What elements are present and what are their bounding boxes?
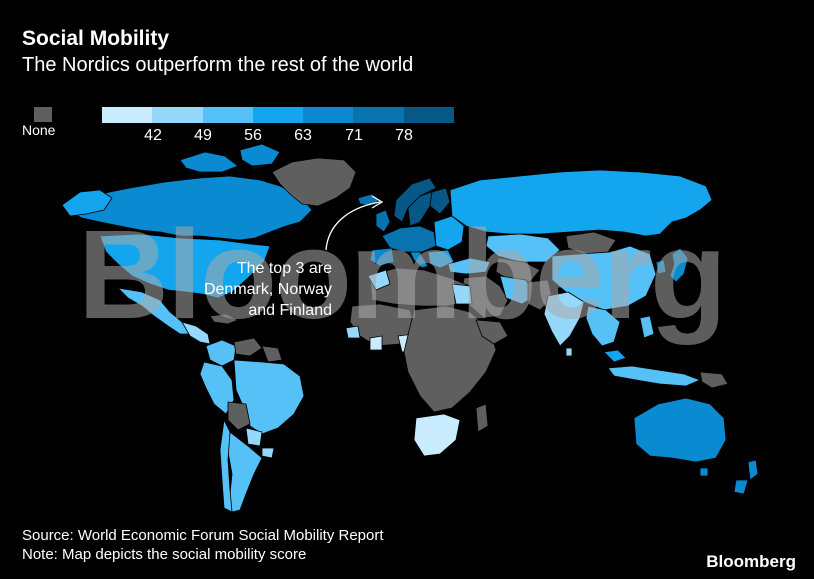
- region-russia: [449, 169, 713, 237]
- legend-segment-4: [252, 107, 304, 123]
- region-argentina: [227, 431, 263, 513]
- region-greenland: [271, 157, 357, 207]
- region-south-africa: [413, 413, 461, 457]
- legend-segment-5: [303, 107, 354, 123]
- region-australia: [633, 397, 727, 463]
- legend-tick: 49: [194, 127, 212, 144]
- legend-tick: 71: [345, 127, 363, 144]
- region-madagascar: [475, 403, 489, 433]
- region-horn-africa: [475, 319, 509, 345]
- region-ecuador-peru: [199, 361, 235, 415]
- region-new-zealand-south: [733, 479, 749, 495]
- region-central-africa: [403, 305, 497, 413]
- region-mexico: [117, 287, 191, 335]
- region-senegal: [345, 325, 361, 339]
- region-tasmania: [699, 467, 709, 477]
- region-uk: [375, 209, 391, 233]
- region-bolivia: [227, 401, 251, 431]
- region-paraguay: [245, 427, 263, 447]
- region-alaska: [61, 189, 113, 217]
- region-indonesia: [607, 365, 701, 387]
- legend-segment-7: [403, 107, 454, 123]
- region-mongolia: [565, 231, 617, 255]
- region-uruguay: [261, 447, 275, 459]
- region-chile: [219, 419, 233, 513]
- region-korea: [655, 259, 667, 275]
- region-sri-lanka: [565, 347, 573, 357]
- chart-title: Social Mobility: [22, 27, 170, 50]
- chart-subtitle: The Nordics outperform the rest of the w…: [22, 54, 414, 76]
- region-papua: [699, 371, 729, 389]
- region-india: [543, 291, 585, 347]
- region-italy: [409, 251, 429, 269]
- legend-tick: 63: [294, 127, 312, 144]
- region-kazakhstan: [485, 233, 561, 263]
- legend-color-scale: [102, 107, 454, 123]
- region-southeast-asia: [585, 305, 621, 347]
- source-note: Source: World Economic Forum Social Mobi…: [22, 527, 384, 544]
- map-annotation: The top 3 are Denmark, Norway and Finlan…: [203, 260, 332, 319]
- legend-segment-3: [202, 107, 253, 123]
- region-caribbean: [209, 313, 239, 325]
- footnote: Note: Map depicts the social mobility sc…: [22, 546, 307, 563]
- legend-tick: 78: [395, 127, 413, 144]
- legend-tick: 56: [244, 127, 262, 144]
- legend-tick-labels: 42 49 56 63 71 78: [0, 127, 814, 149]
- region-finland: [429, 187, 451, 215]
- region-usa: [99, 233, 271, 299]
- legend-none-swatch: [34, 107, 52, 122]
- region-japan: [669, 247, 689, 283]
- region-morocco: [367, 269, 391, 291]
- legend-segment-6: [353, 107, 404, 123]
- region-iberia: [369, 247, 395, 267]
- annotation-arrowhead: [371, 195, 384, 209]
- region-malaysia: [603, 349, 627, 363]
- region-arctic-islands-2: [239, 143, 281, 167]
- legend-segment-2: [152, 107, 203, 123]
- region-balkans: [427, 249, 455, 269]
- region-guianas: [261, 345, 283, 363]
- legend-tick: 42: [144, 127, 162, 144]
- region-ivory-coast: [369, 335, 383, 351]
- region-central-america: [181, 321, 211, 345]
- bloomberg-logo: Bloomberg: [706, 552, 796, 571]
- region-arctic-islands: [179, 151, 239, 173]
- region-new-zealand: [747, 459, 759, 481]
- region-colombia: [205, 339, 237, 367]
- region-philippines: [639, 315, 655, 339]
- region-venezuela: [233, 337, 263, 357]
- region-turkey: [447, 257, 491, 275]
- region-egypt: [451, 283, 473, 305]
- legend-segment-1: [102, 107, 153, 123]
- region-canada: [69, 175, 313, 241]
- legend-none-label: None: [22, 122, 56, 138]
- annotation-arrow: [325, 201, 381, 251]
